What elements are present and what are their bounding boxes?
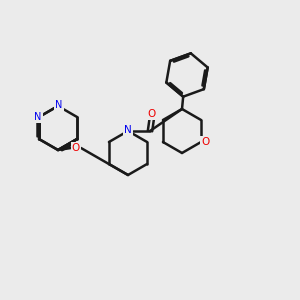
- Text: N: N: [34, 112, 42, 122]
- Text: O: O: [72, 143, 80, 153]
- Text: O: O: [148, 109, 156, 119]
- Text: N: N: [124, 125, 132, 135]
- Text: N: N: [55, 100, 63, 110]
- Text: O: O: [201, 137, 209, 147]
